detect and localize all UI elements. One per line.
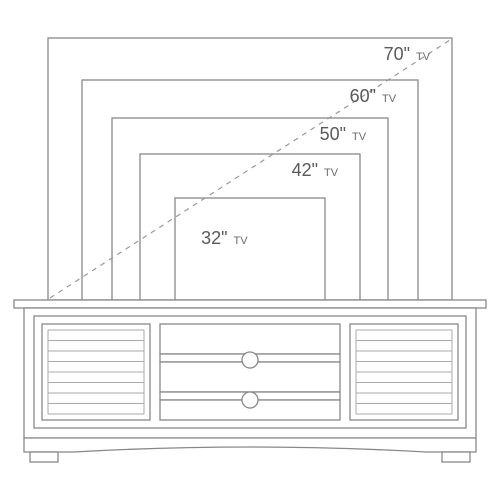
tv-size-suffix: TV bbox=[416, 51, 431, 63]
cabinet-top-slab bbox=[14, 300, 486, 308]
tv-size-diagram: 70" TV 60" TV 50" TV 42" TV 32" TV bbox=[0, 0, 500, 500]
cabinet-foot-left bbox=[30, 452, 58, 462]
tv-size-suffix: TV bbox=[382, 93, 397, 105]
tv-size-value: 60" bbox=[350, 86, 376, 106]
tv-size-suffix: TV bbox=[234, 235, 249, 247]
cable-hole-1 bbox=[242, 392, 258, 408]
tv-size-suffix: TV bbox=[352, 131, 367, 143]
cabinet-plinth bbox=[24, 438, 476, 452]
tv-size-value: 32" bbox=[201, 228, 227, 248]
cable-hole-0 bbox=[242, 352, 258, 368]
tv-size-value: 42" bbox=[292, 160, 318, 180]
tv-size-value: 50" bbox=[320, 124, 346, 144]
tv-size-suffix: TV bbox=[324, 167, 339, 179]
cabinet-center-shelf-0 bbox=[160, 324, 340, 354]
cabinet-foot-right bbox=[442, 452, 470, 462]
tv-size-value: 70" bbox=[384, 44, 410, 64]
tv-outline-32 bbox=[175, 198, 325, 300]
